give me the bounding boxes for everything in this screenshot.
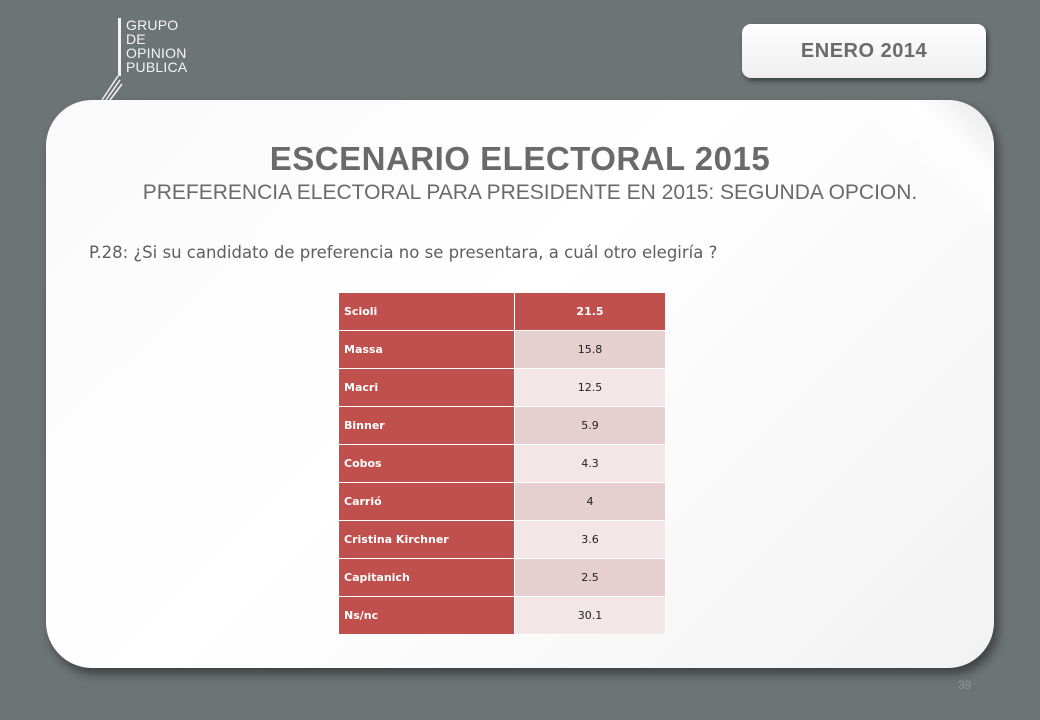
candidate-value: 15.8 xyxy=(514,330,666,369)
candidate-name: Capitanich xyxy=(338,558,515,597)
table-row: Macri 12.5 xyxy=(338,368,666,407)
candidate-name: Ns/nc xyxy=(338,596,515,635)
logo-line: OPINION xyxy=(126,45,187,61)
date-label: ENERO 2014 xyxy=(800,39,928,62)
table-row: Scioli 21.5 xyxy=(338,292,666,331)
candidate-value: 4.3 xyxy=(514,444,666,483)
candidate-value: 4 xyxy=(514,482,666,521)
page-curl xyxy=(874,100,994,220)
page-number: 39 xyxy=(958,678,972,692)
date-tab: ENERO 2014 xyxy=(742,24,986,78)
table-row: Ns/nc 30.1 xyxy=(338,596,666,635)
logo-text: GRUPO DE OPINION PUBLICA xyxy=(126,18,187,74)
slide-subtitle: PREFERENCIA ELECTORAL PARA PRESIDENTE EN… xyxy=(142,181,918,204)
candidate-value: 3.6 xyxy=(514,520,666,559)
table-row: Cobos 4.3 xyxy=(338,444,666,483)
candidate-name: Binner xyxy=(338,406,515,445)
logo-bar xyxy=(118,18,121,76)
slide-title: ESCENARIO ELECTORAL 2015 xyxy=(269,140,771,177)
candidate-value: 30.1 xyxy=(514,596,666,635)
candidate-name: Scioli xyxy=(338,292,515,331)
table-row: Massa 15.8 xyxy=(338,330,666,369)
table-row: Binner 5.9 xyxy=(338,406,666,445)
candidate-value: 2.5 xyxy=(514,558,666,597)
candidate-name: Carrió xyxy=(338,482,515,521)
logo-line: PUBLICA xyxy=(126,59,188,75)
table-row: Capitanich 2.5 xyxy=(338,558,666,597)
candidate-value: 12.5 xyxy=(514,368,666,407)
table-row: Cristina Kirchner 3.6 xyxy=(338,520,666,559)
group-logo: GRUPO DE OPINION PUBLICA xyxy=(100,14,210,104)
logo-swoosh-icon xyxy=(101,75,123,101)
candidate-name: Macri xyxy=(338,368,515,407)
results-table: Scioli 21.5 Massa 15.8 Macri 12.5 Binner… xyxy=(338,292,666,635)
candidate-value: 21.5 xyxy=(514,292,666,331)
candidate-name: Cristina Kirchner xyxy=(338,520,515,559)
table-row: Carrió 4 xyxy=(338,482,666,521)
logo-line: GRUPO xyxy=(126,17,179,33)
candidate-name: Cobos xyxy=(338,444,515,483)
survey-question: P.28: ¿Si su candidato de preferencia no… xyxy=(89,243,718,262)
logo-line: DE xyxy=(126,31,146,47)
candidate-value: 5.9 xyxy=(514,406,666,445)
candidate-name: Massa xyxy=(338,330,515,369)
